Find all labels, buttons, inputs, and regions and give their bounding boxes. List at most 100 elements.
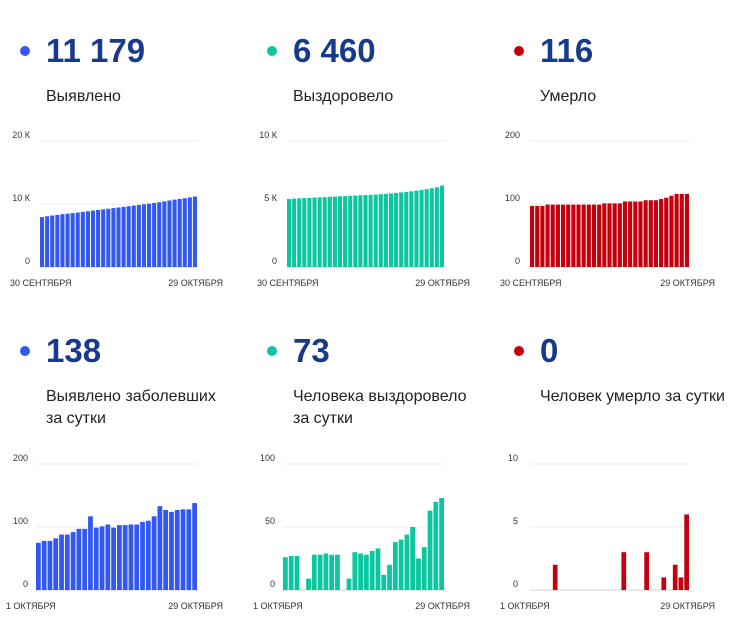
bar	[617, 203, 622, 267]
x-tick-label: 29 ОКТЯБРЯ	[168, 278, 223, 288]
bar	[433, 501, 439, 590]
bar	[566, 204, 571, 267]
bar	[80, 211, 85, 267]
bar	[163, 509, 169, 590]
bar	[172, 199, 177, 267]
bar	[679, 193, 684, 267]
stat-value: 0	[540, 332, 559, 369]
bar	[111, 527, 116, 590]
bar	[369, 550, 375, 590]
bar	[643, 200, 648, 267]
bar	[60, 214, 65, 267]
x-tick-label: 1 ОКТЯБРЯ	[500, 601, 550, 611]
bar	[121, 206, 126, 267]
bar	[136, 204, 141, 267]
bar	[134, 524, 140, 590]
bar	[571, 204, 576, 267]
bar	[404, 191, 409, 267]
bar	[302, 198, 307, 267]
bar	[576, 204, 581, 267]
legend-dot	[267, 46, 277, 56]
bar	[633, 201, 638, 267]
y-tick-label: 0	[23, 579, 28, 589]
bar	[410, 527, 416, 590]
bar	[394, 192, 399, 267]
bar	[323, 553, 329, 590]
bar	[439, 498, 444, 590]
bar	[368, 194, 373, 267]
bar	[419, 189, 424, 267]
bar	[387, 564, 392, 590]
bar	[180, 509, 186, 590]
bar	[414, 190, 419, 267]
bar	[659, 198, 664, 267]
bar	[162, 201, 167, 267]
bar	[684, 193, 689, 267]
y-tick-label: 0	[513, 579, 518, 589]
bar	[76, 528, 82, 590]
bar	[648, 200, 653, 267]
bar	[90, 210, 96, 267]
bar	[186, 509, 192, 590]
bar	[322, 197, 327, 267]
stat-label: Человек умерло за сутки	[540, 388, 725, 405]
bar	[131, 205, 136, 267]
bar	[122, 525, 128, 590]
bar	[105, 524, 111, 590]
bar	[669, 195, 674, 267]
bar	[47, 540, 53, 590]
bar	[317, 554, 323, 590]
bar	[287, 198, 292, 267]
bar	[434, 187, 439, 267]
bar	[653, 200, 659, 267]
y-tick-label: 10 К	[259, 130, 278, 140]
bar	[644, 552, 649, 590]
bar	[294, 555, 300, 590]
chart-4: 0 100 200 1 ОКТЯБРЯ 29 ОКТЯБРЯ	[6, 453, 223, 611]
bar	[288, 555, 294, 590]
bar	[612, 203, 617, 267]
chart-5: 0 50 100 1 ОКТЯБРЯ 29 ОКТЯБРЯ	[253, 453, 470, 611]
y-tick-label: 50	[265, 516, 275, 526]
bar	[399, 192, 404, 267]
legend-dot	[514, 46, 524, 56]
y-tick-label: 20 К	[12, 130, 31, 140]
bar	[672, 564, 678, 590]
stat-label: Выявлено	[46, 88, 121, 105]
bar	[306, 578, 311, 590]
bar	[70, 213, 75, 267]
bar	[75, 212, 80, 267]
bar	[99, 526, 105, 590]
bar	[638, 201, 643, 267]
bar	[50, 215, 55, 267]
y-tick-label: 0	[515, 256, 520, 266]
bar	[358, 195, 363, 267]
bar	[530, 205, 535, 267]
y-tick-label: 10	[508, 453, 518, 463]
x-tick-label: 29 ОКТЯБРЯ	[168, 601, 223, 611]
x-tick-label: 29 ОКТЯБРЯ	[415, 601, 470, 611]
bar	[152, 202, 157, 267]
bar	[383, 193, 388, 267]
bar	[581, 204, 586, 267]
bar	[59, 534, 64, 590]
bar	[678, 577, 684, 590]
bar	[297, 198, 302, 267]
bar	[64, 534, 70, 590]
bar	[429, 188, 434, 267]
bar	[664, 197, 669, 267]
y-tick-label: 200	[505, 130, 520, 140]
x-tick-label: 30 СЕНТЯБРЯ	[500, 278, 562, 288]
bar	[416, 558, 421, 590]
bar	[427, 510, 433, 590]
stat-value: 6 460	[293, 32, 376, 69]
x-tick-label: 30 СЕНТЯБРЯ	[10, 278, 72, 288]
bar	[311, 554, 317, 590]
bar	[335, 554, 340, 590]
bar	[398, 539, 404, 590]
bar	[591, 204, 597, 267]
bar	[353, 195, 358, 267]
bar	[116, 207, 121, 267]
legend-dot	[514, 346, 524, 356]
